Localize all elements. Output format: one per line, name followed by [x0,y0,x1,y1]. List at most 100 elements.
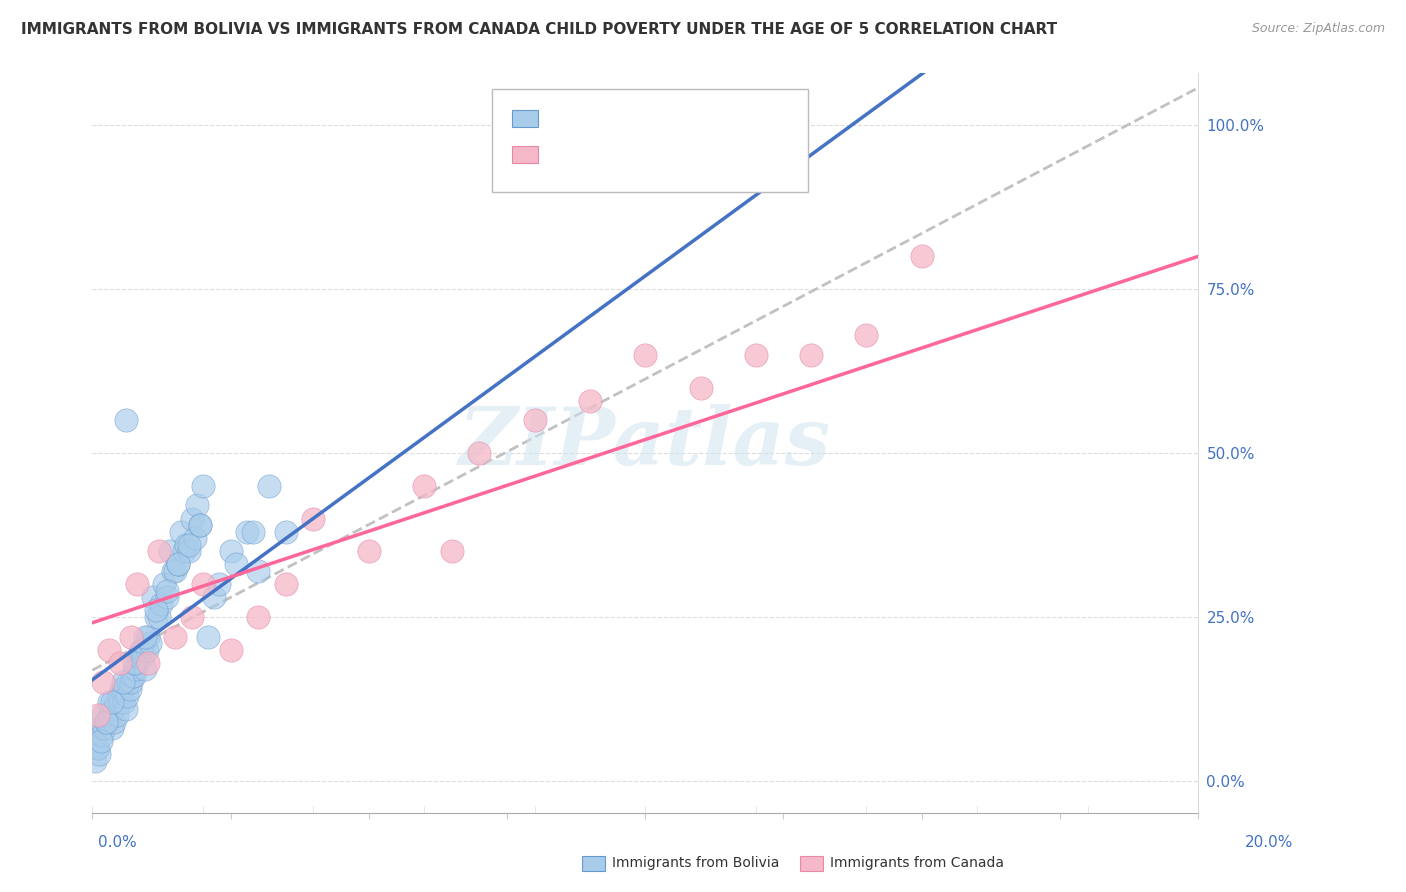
Point [153,577,176,591]
Point [91,728,114,742]
Text: Source: ZipAtlas.com: Source: ZipAtlas.com [1251,22,1385,36]
Point [93,675,115,690]
Point [115,689,138,703]
Point [117,675,139,690]
Point [139,636,162,650]
Point [90,734,112,748]
Point [122,669,145,683]
Point [159,544,181,558]
Point [177,544,200,558]
Point [219,642,242,657]
Point [120,675,142,690]
Point [86,740,108,755]
Point [197,630,219,644]
Point [579,393,602,408]
Point [170,524,193,539]
Text: 20.0%: 20.0% [1246,836,1294,850]
Point [167,558,190,572]
Point [202,591,225,605]
Point [90,721,112,735]
Point [183,531,205,545]
Point [413,479,436,493]
Point [357,544,380,558]
Point [105,708,128,723]
Text: 0.0%: 0.0% [98,836,138,850]
Point [97,695,120,709]
Point [114,701,136,715]
Point [111,675,134,690]
Point [188,518,211,533]
Point [98,708,121,723]
Point [145,610,167,624]
Point [127,649,149,664]
Point [242,524,264,539]
Point [87,747,110,762]
Text: R = 0.676: R = 0.676 [546,147,628,161]
Point [103,714,125,729]
Point [124,662,146,676]
Point [93,708,115,723]
Point [103,701,125,715]
Point [94,714,117,729]
Point [177,538,200,552]
Point [131,642,153,657]
Point [125,577,148,591]
Point [145,603,167,617]
Point [100,695,122,709]
Point [87,740,110,755]
Point [128,649,150,664]
Point [188,518,211,533]
Point [186,499,208,513]
Point [208,577,231,591]
Point [120,630,142,644]
Point [84,754,107,768]
Point [689,380,711,394]
Point [100,721,122,735]
Point [148,544,170,558]
Point [134,630,156,644]
Point [191,577,214,591]
Text: ZIPatlas: ZIPatlas [460,404,831,482]
Point [108,695,131,709]
Point [87,708,110,723]
Point [191,479,214,493]
Point [219,544,242,558]
Point [247,610,270,624]
Text: N = 81: N = 81 [661,112,718,126]
Point [167,558,190,572]
Point [165,630,187,644]
Point [302,511,325,525]
Point [150,597,173,611]
Point [97,642,120,657]
Point [440,544,463,558]
Point [94,714,117,729]
Point [259,479,281,493]
Point [108,689,131,703]
Point [136,630,159,644]
Point [93,721,115,735]
Point [125,656,148,670]
Point [142,591,165,605]
Point [97,714,120,729]
Point [129,642,152,657]
Point [111,681,134,696]
Point [136,656,159,670]
Point [247,564,270,578]
Point [634,348,657,362]
Point [165,564,187,578]
Point [855,328,877,343]
Point [274,524,297,539]
Point [176,538,198,552]
Point [173,544,195,558]
Text: N = 27: N = 27 [661,147,718,161]
Point [122,656,145,670]
Point [108,656,131,670]
Point [800,348,823,362]
Point [180,511,202,525]
Point [110,681,132,696]
Text: IMMIGRANTS FROM BOLIVIA VS IMMIGRANTS FROM CANADA CHILD POVERTY UNDER THE AGE OF: IMMIGRANTS FROM BOLIVIA VS IMMIGRANTS FR… [21,22,1057,37]
Point [148,610,170,624]
Point [236,524,259,539]
Point [114,413,136,427]
Point [911,250,934,264]
